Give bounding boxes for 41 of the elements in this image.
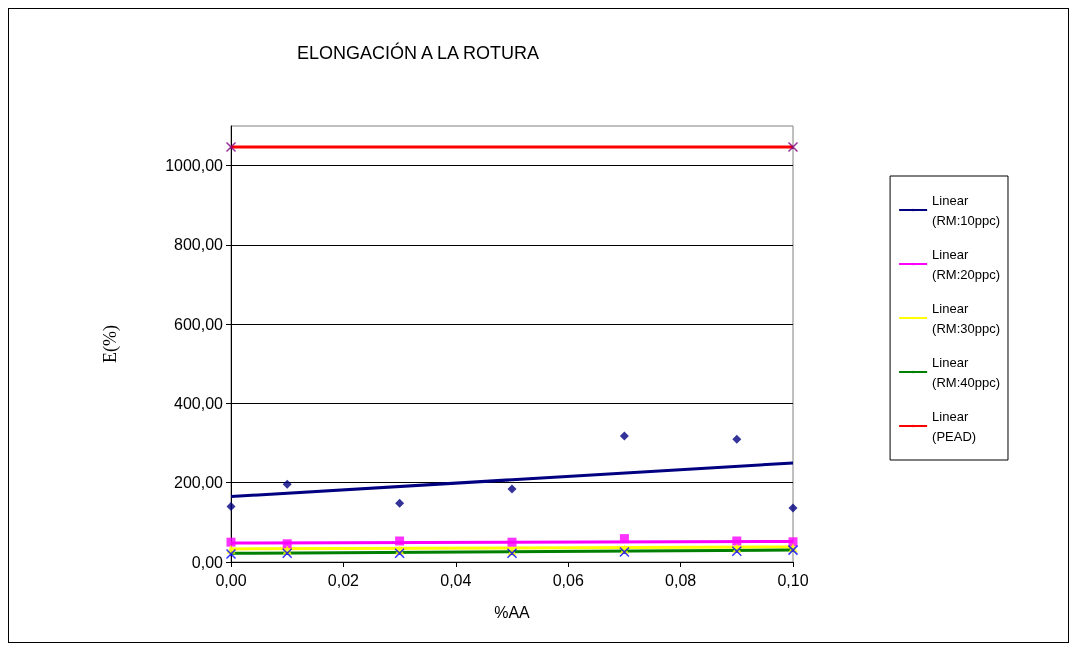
legend-label: Linear (RM:30ppc) xyxy=(932,300,1001,336)
legend-label: Linear (RM:40ppc) xyxy=(932,354,1001,390)
y-tick-label: 800,00 xyxy=(174,236,224,254)
x-tick-label: 0,08 xyxy=(665,571,697,589)
legend-label: Linear (RM:20ppc) xyxy=(932,246,1001,282)
point xyxy=(619,431,629,441)
point xyxy=(507,537,517,547)
y-tick-label: 1000,00 xyxy=(165,157,224,175)
point xyxy=(731,546,743,557)
point xyxy=(787,141,799,153)
x-tick-label: 0,02 xyxy=(327,571,360,589)
point xyxy=(788,503,798,513)
x-tick-label: 0,06 xyxy=(552,571,584,589)
y-tick-label: 400,00 xyxy=(174,394,224,412)
legend-label: Linear (PEAD) xyxy=(932,408,977,444)
point xyxy=(282,479,292,489)
point xyxy=(395,536,405,546)
point xyxy=(732,434,742,444)
point xyxy=(226,537,236,547)
point xyxy=(619,534,629,544)
point xyxy=(225,141,237,153)
point xyxy=(225,548,237,560)
y-axis-title: E(%) xyxy=(100,325,121,363)
x-tick-label: 0,04 xyxy=(440,571,472,589)
point xyxy=(394,548,405,559)
point xyxy=(395,498,405,508)
point xyxy=(619,546,630,558)
y-tick-label: 0,00 xyxy=(191,553,224,571)
point xyxy=(788,537,798,547)
x-tick-label: 0,00 xyxy=(215,571,247,589)
point xyxy=(226,502,236,512)
point xyxy=(281,548,293,559)
legend-label: Linear (RM:10ppc) xyxy=(932,192,1001,228)
x-tick-label: 0,10 xyxy=(777,571,809,589)
point xyxy=(732,536,742,546)
point xyxy=(282,539,292,549)
point xyxy=(507,484,517,494)
y-tick-label: 600,00 xyxy=(174,315,224,333)
x-axis-title: %AA xyxy=(494,603,531,621)
y-tick-label: 200,00 xyxy=(174,474,224,492)
chart-title: ELONGACIÓN A LA ROTURA xyxy=(296,42,540,63)
